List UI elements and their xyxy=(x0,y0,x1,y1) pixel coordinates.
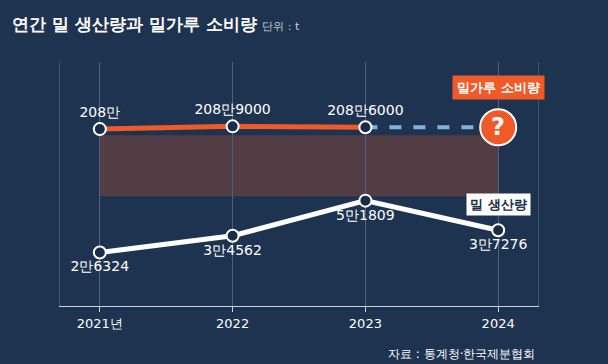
svg-text:2023: 2023 xyxy=(349,316,382,331)
svg-text:208만9000: 208만9000 xyxy=(194,101,270,117)
svg-text:연간 밀 생산량과 밀가루 소비량 단위 : t: 연간 밀 생산량과 밀가루 소비량 단위 : t xyxy=(12,14,300,34)
svg-text:?: ? xyxy=(491,113,505,141)
svg-text:2022: 2022 xyxy=(216,316,249,331)
svg-text:3만7276: 3만7276 xyxy=(469,236,528,252)
svg-text:자료 : 통계청·한국제분협회: 자료 : 통계청·한국제분협회 xyxy=(388,347,536,361)
svg-text:208만: 208만 xyxy=(79,104,120,120)
svg-text:2021년: 2021년 xyxy=(77,316,123,331)
svg-text:밀 생산량: 밀 생산량 xyxy=(470,197,527,212)
svg-text:밀가루 소비량: 밀가루 소비량 xyxy=(457,80,540,95)
svg-text:208만6000: 208만6000 xyxy=(327,102,403,118)
svg-text:5만1809: 5만1809 xyxy=(336,207,395,223)
svg-text:2024: 2024 xyxy=(482,316,515,331)
svg-text:2만6324: 2만6324 xyxy=(71,258,130,274)
svg-text:3만4562: 3만4562 xyxy=(203,242,262,258)
